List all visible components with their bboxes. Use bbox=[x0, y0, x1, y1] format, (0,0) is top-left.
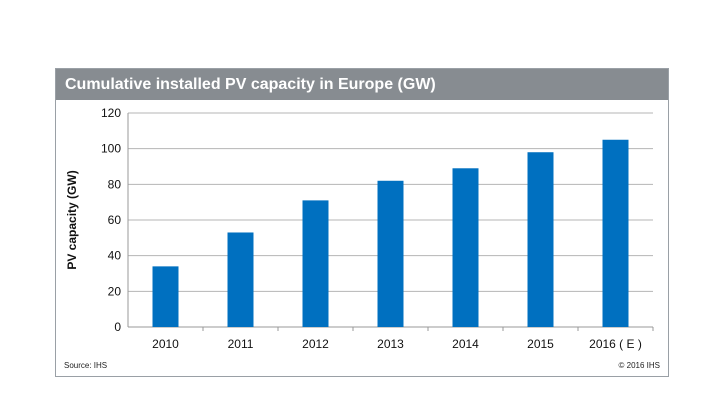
bar-2010 bbox=[152, 266, 179, 327]
bar-2015 bbox=[527, 152, 554, 327]
x-tick-label: 2016 ( E ) bbox=[589, 337, 642, 351]
y-tick-label: 120 bbox=[101, 106, 121, 120]
bar-2012 bbox=[302, 200, 329, 327]
x-tick-label: 2012 bbox=[302, 337, 329, 351]
y-axis-label: PV capacity (GW) bbox=[65, 170, 79, 269]
bar-2016 ( E ) bbox=[602, 139, 629, 327]
y-tick-label: 0 bbox=[114, 320, 121, 334]
bar-2013 bbox=[377, 180, 404, 327]
x-tick-label: 2013 bbox=[377, 337, 404, 351]
x-tick-label: 2011 bbox=[228, 337, 254, 351]
y-tick-label: 40 bbox=[108, 249, 122, 263]
x-tick-label: 2010 bbox=[152, 337, 179, 351]
y-tick-label: 80 bbox=[108, 177, 122, 191]
y-tick-label: 20 bbox=[108, 284, 122, 298]
copyright-note: © 2016 IHS bbox=[618, 361, 660, 370]
chart-title: Cumulative installed PV capacity in Euro… bbox=[56, 69, 668, 100]
source-note: Source: IHS bbox=[64, 361, 108, 370]
bar-2014 bbox=[452, 168, 479, 327]
y-tick-label: 100 bbox=[101, 142, 121, 156]
chart-panel: Cumulative installed PV capacity in Euro… bbox=[55, 68, 669, 377]
x-tick-label: 2014 bbox=[452, 337, 479, 351]
bar-2011 bbox=[227, 232, 254, 327]
y-tick-label: 60 bbox=[108, 213, 122, 227]
x-tick-label: 2015 bbox=[527, 337, 554, 351]
